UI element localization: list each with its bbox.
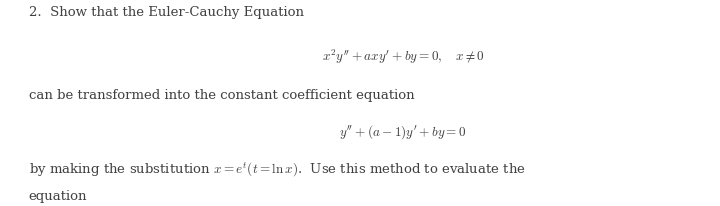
Text: can be transformed into the constant coefficient equation: can be transformed into the constant coe…	[29, 89, 415, 102]
Text: $x^2y'' + axy' + by = 0, \quad x \neq 0$: $x^2y'' + axy' + by = 0, \quad x \neq 0$	[322, 47, 485, 66]
Text: equation: equation	[29, 190, 87, 202]
Text: by making the substitution $x = e^t(t = \ln x)$.  Use this method to evaluate th: by making the substitution $x = e^t(t = …	[29, 161, 526, 179]
Text: 2.  Show that the Euler-Cauchy Equation: 2. Show that the Euler-Cauchy Equation	[29, 6, 304, 19]
Text: $y'' + (a - 1)y' + by = 0$: $y'' + (a - 1)y' + by = 0$	[339, 124, 467, 141]
